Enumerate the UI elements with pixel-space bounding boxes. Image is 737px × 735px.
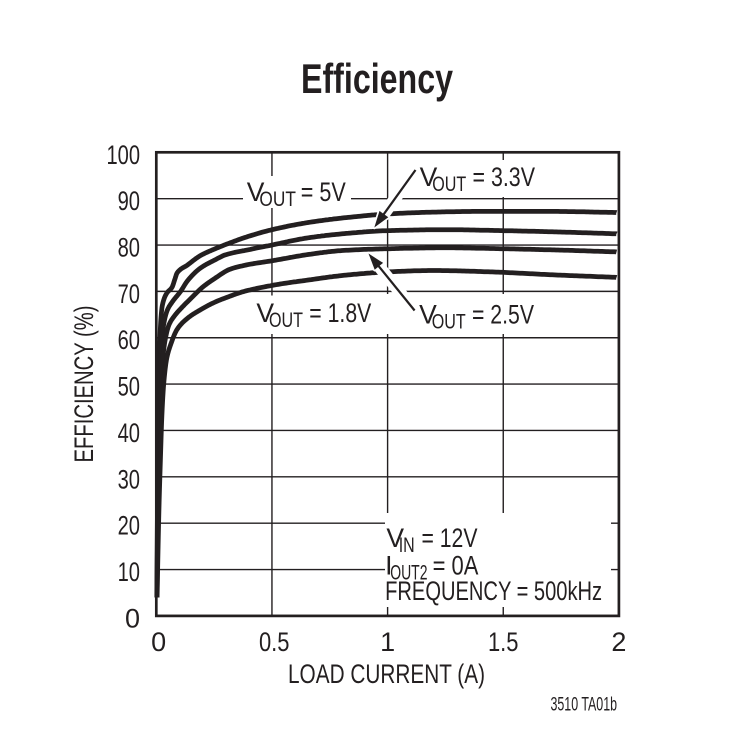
svg-text:50: 50 [118,372,140,402]
svg-text:EFFICIENCY (%): EFFICIENCY (%) [69,306,99,463]
svg-text:V: V [420,162,438,192]
svg-text:30: 30 [118,464,140,494]
svg-text:0: 0 [125,603,140,633]
svg-text:V: V [419,300,437,330]
svg-text:20: 20 [118,511,140,541]
svg-text:40: 40 [118,418,140,448]
svg-text:V: V [247,177,265,207]
svg-text:10: 10 [118,557,140,587]
svg-text:3510 TA01b: 3510 TA01b [551,694,618,716]
svg-text:90: 90 [118,186,140,216]
svg-text:1: 1 [380,627,395,657]
svg-text:0.5: 0.5 [259,627,290,657]
svg-text:IN: IN [399,534,415,557]
svg-text:V: V [386,523,404,553]
svg-text:FREQUENCY = 500kHz: FREQUENCY = 500kHz [385,576,602,606]
svg-text:= 3.3V: = 3.3V [473,162,536,192]
svg-text:OUT2: OUT2 [390,561,427,584]
svg-text:= 0A: = 0A [433,550,479,580]
svg-text:OUT: OUT [432,173,466,196]
svg-text:0: 0 [151,627,166,657]
svg-text:OUT: OUT [269,309,303,332]
svg-text:OUT: OUT [259,188,296,211]
svg-text:I: I [385,550,392,580]
svg-text:100: 100 [107,140,141,170]
svg-text:2: 2 [611,627,626,657]
svg-text:= 12V: = 12V [422,523,478,553]
svg-text:Efficiency: Efficiency [301,55,453,102]
svg-text:= 2.5V: = 2.5V [472,300,534,330]
svg-text:60: 60 [118,325,140,355]
svg-text:80: 80 [118,233,140,263]
svg-text:LOAD CURRENT (A): LOAD CURRENT (A) [288,659,485,689]
svg-text:= 5V: = 5V [301,177,346,207]
svg-text:V: V [256,298,274,328]
svg-text:70: 70 [118,279,140,309]
svg-text:1.5: 1.5 [488,627,519,657]
svg-text:= 1.8V: = 1.8V [309,298,371,328]
svg-text:OUT: OUT [432,311,466,334]
